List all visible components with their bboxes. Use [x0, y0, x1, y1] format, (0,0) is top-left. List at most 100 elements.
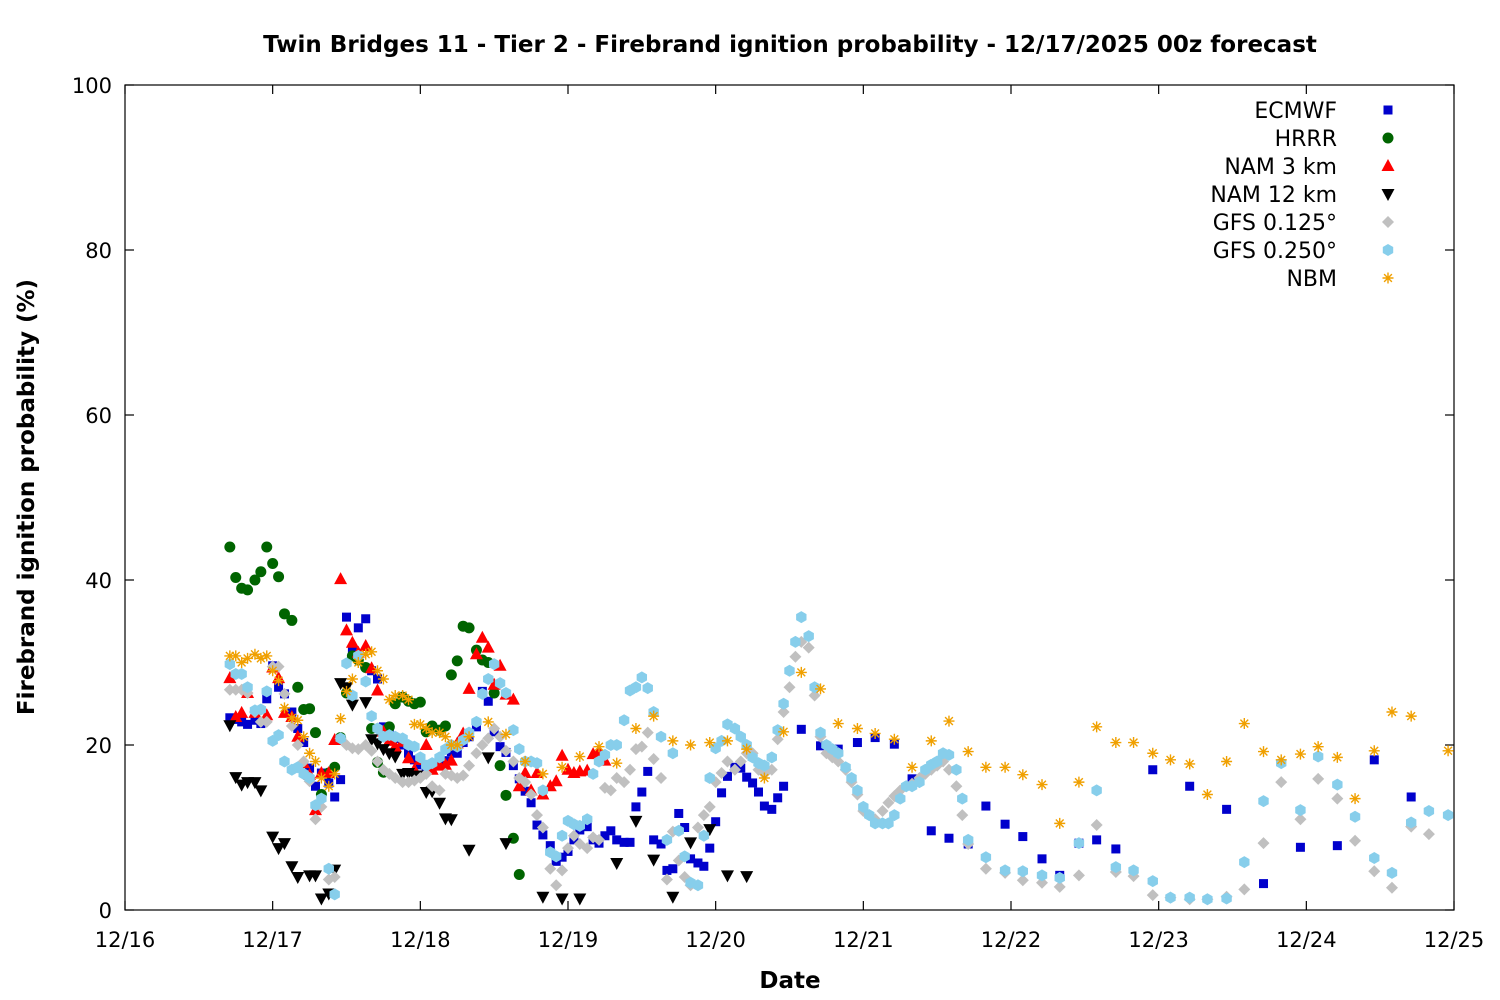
data-point — [789, 650, 802, 663]
data-point — [481, 640, 495, 653]
data-point — [1385, 881, 1398, 894]
data-point — [445, 739, 457, 751]
data-point — [943, 748, 955, 761]
data-point — [1090, 819, 1103, 832]
data-point — [630, 681, 642, 694]
data-point — [778, 726, 790, 738]
data-point — [573, 893, 587, 906]
legend-label: NAM 3 km — [1224, 155, 1337, 180]
data-point — [519, 756, 531, 767]
y-tick-label: 0 — [99, 899, 112, 923]
data-point — [267, 665, 279, 677]
data-point — [298, 731, 310, 743]
data-point — [248, 777, 262, 790]
data-point — [377, 673, 389, 685]
data-point — [537, 768, 549, 780]
data-point — [612, 835, 622, 845]
data-point — [668, 864, 678, 874]
data-point — [1238, 718, 1250, 730]
data-point — [734, 755, 747, 768]
data-point — [556, 761, 568, 773]
data-point — [223, 671, 237, 684]
data-point — [1331, 792, 1344, 805]
data-point — [242, 652, 254, 664]
data-point — [261, 650, 273, 662]
data-point — [274, 682, 284, 692]
x-tick-label: 12/21 — [833, 928, 894, 952]
data-point — [962, 746, 974, 758]
data-point — [266, 831, 280, 844]
data-point — [840, 761, 851, 774]
data-point — [926, 826, 936, 836]
data-point — [888, 733, 900, 745]
data-point — [334, 572, 348, 585]
data-point — [476, 739, 489, 751]
data-point — [457, 769, 470, 782]
data-point — [876, 805, 889, 817]
data-point — [1312, 750, 1324, 763]
data-point — [526, 798, 536, 808]
data-point — [637, 787, 647, 797]
data-point — [1110, 737, 1122, 749]
data-point — [549, 774, 563, 787]
data-point — [329, 768, 341, 780]
data-point — [353, 623, 363, 633]
data-point — [353, 649, 364, 662]
data-point — [758, 772, 770, 784]
series-nbm — [224, 646, 1454, 829]
y-tick-label: 60 — [85, 404, 112, 428]
data-point — [1128, 737, 1140, 749]
data-point — [950, 780, 963, 793]
data-point — [931, 755, 943, 768]
data-point — [278, 702, 290, 714]
data-point — [721, 755, 734, 768]
data-point — [482, 732, 495, 745]
data-point — [286, 712, 298, 724]
data-point — [445, 669, 457, 681]
data-point — [618, 776, 631, 789]
data-point — [1037, 854, 1047, 864]
data-point — [481, 752, 495, 765]
data-point — [1423, 805, 1435, 817]
data-point — [611, 739, 622, 751]
data-point — [728, 763, 741, 776]
data-point — [1053, 880, 1066, 893]
data-point — [414, 696, 426, 708]
data-point — [1275, 776, 1288, 789]
data-point — [494, 677, 506, 690]
data-point — [403, 694, 415, 706]
data-point — [1073, 837, 1085, 850]
data-point — [667, 735, 679, 747]
data-point — [555, 893, 569, 906]
data-point — [914, 776, 925, 789]
data-point — [383, 721, 395, 733]
data-point — [582, 813, 593, 826]
data-point — [229, 709, 243, 722]
y-tick-label: 80 — [85, 239, 112, 263]
data-point — [606, 826, 616, 836]
data-point — [704, 772, 715, 784]
data-point — [433, 797, 447, 810]
data-point — [720, 870, 734, 883]
data-point — [359, 639, 373, 651]
data-point — [1148, 765, 1158, 775]
data-point — [345, 699, 359, 712]
data-point — [402, 751, 416, 764]
data-point — [242, 584, 254, 596]
data-point — [906, 761, 918, 773]
x-tick-label: 12/25 — [1424, 928, 1485, 952]
data-point — [1222, 804, 1232, 814]
data-point — [365, 734, 379, 747]
data-point — [611, 757, 623, 769]
data-point — [277, 838, 291, 851]
data-point — [463, 622, 475, 634]
plot-frame — [124, 84, 1455, 911]
data-point — [376, 744, 390, 757]
series-gfs-0-125 — [223, 635, 1435, 906]
data-point — [600, 831, 610, 841]
data-point — [642, 682, 653, 695]
data-point — [249, 574, 261, 586]
data-point — [648, 710, 660, 722]
data-point — [507, 755, 520, 768]
